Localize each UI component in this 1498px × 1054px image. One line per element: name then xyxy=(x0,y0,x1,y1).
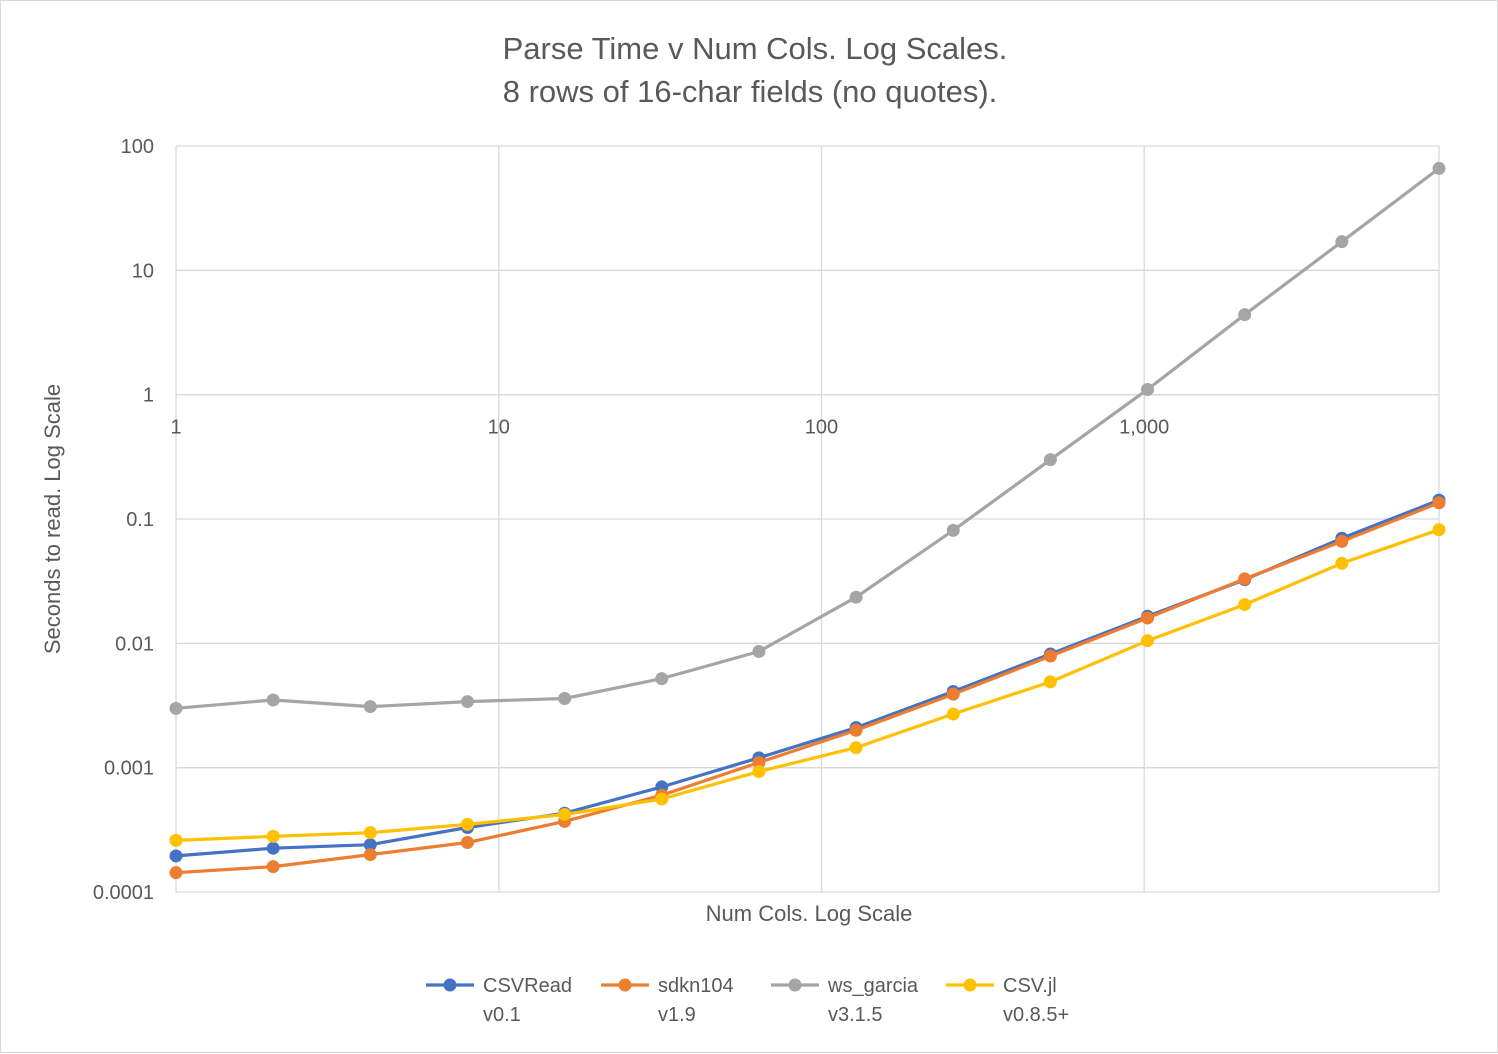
series-line xyxy=(175,498,1440,858)
y-axis-tick-labels: 100 10 1 0.1 0.01 0.001 0.0001 xyxy=(93,136,154,904)
legend-item: sdkn104 v1.9 xyxy=(601,975,734,1026)
x-tick-label: 100 xyxy=(805,417,838,439)
gridlines xyxy=(175,145,1440,893)
data-point xyxy=(363,838,377,852)
data-point xyxy=(849,590,863,604)
data-point xyxy=(752,756,766,770)
legend-series-version: v3.1.5 xyxy=(828,1004,882,1026)
x-tick-label: 1 xyxy=(170,417,181,439)
data-point xyxy=(266,841,280,855)
data-point xyxy=(1335,235,1349,249)
series-line xyxy=(175,501,1440,875)
x-tick-label: 10 xyxy=(488,417,510,439)
x-tick-label: 1,000 xyxy=(1119,417,1169,439)
data-point xyxy=(266,829,280,843)
data-point xyxy=(363,700,377,714)
y-tick-label: 0.001 xyxy=(104,758,154,780)
y-tick-label: 0.1 xyxy=(126,509,154,531)
series-line xyxy=(175,528,1440,842)
series-line xyxy=(175,167,1440,710)
data-point xyxy=(946,687,960,701)
data-point xyxy=(1141,634,1155,648)
data-point xyxy=(1432,496,1446,510)
data-point xyxy=(266,693,280,707)
legend-series-version: v0.8.5+ xyxy=(1003,1004,1069,1026)
data-point xyxy=(460,817,474,831)
series-sdkn104 xyxy=(169,496,1446,880)
data-point xyxy=(558,691,572,705)
x-axis-tick-labels: 1 10 100 1,000 xyxy=(170,417,1169,439)
chart-title-line-1: Parse Time v Num Cols. Log Scales. xyxy=(503,31,1008,66)
data-point xyxy=(1238,308,1252,322)
series-csv-jl xyxy=(169,523,1446,847)
data-point xyxy=(169,849,183,863)
legend-marker-swatch xyxy=(618,978,632,992)
y-tick-label: 0.01 xyxy=(115,633,154,655)
data-point xyxy=(1335,556,1349,570)
legend-item: CSV.jl v0.8.5+ xyxy=(946,975,1069,1026)
y-tick-label: 0.0001 xyxy=(93,882,154,904)
data-point xyxy=(266,860,280,874)
legend-item: CSVRead v0.1 xyxy=(426,975,572,1026)
data-point xyxy=(1335,534,1349,548)
data-point xyxy=(1432,523,1446,537)
y-tick-label: 10 xyxy=(132,260,154,282)
legend-marker-swatch xyxy=(963,978,977,992)
legend-marker-swatch xyxy=(443,978,457,992)
data-point xyxy=(460,695,474,709)
y-tick-label: 1 xyxy=(143,385,154,407)
data-point xyxy=(558,808,572,822)
legend: CSVRead v0.1 sdkn104 v1.9 ws_garcia v3.1.5 CSV… xyxy=(426,975,1069,1026)
data-point xyxy=(655,792,669,806)
x-axis-title: Num Cols. Log Scale xyxy=(706,901,913,926)
data-point xyxy=(946,523,960,537)
y-tick-label: 100 xyxy=(121,136,154,158)
legend-series-name: CSVRead xyxy=(483,975,572,997)
data-point xyxy=(752,644,766,658)
data-point xyxy=(1238,572,1252,586)
data-point xyxy=(363,848,377,862)
data-point xyxy=(1141,611,1155,625)
legend-series-version: v0.1 xyxy=(483,1004,521,1026)
legend-item: ws_garcia v3.1.5 xyxy=(771,975,919,1026)
data-point xyxy=(1141,383,1155,397)
legend-series-version: v1.9 xyxy=(658,1004,696,1026)
data-point xyxy=(655,672,669,686)
data-point xyxy=(169,833,183,847)
data-point xyxy=(1043,453,1057,467)
data-point xyxy=(169,701,183,715)
series-lines xyxy=(169,161,1446,880)
y-axis-title: Seconds to read. Log Scale xyxy=(40,384,65,654)
data-point xyxy=(169,866,183,880)
data-point xyxy=(849,723,863,737)
series-ws-garcia xyxy=(169,161,1446,715)
data-point xyxy=(1238,598,1252,612)
legend-series-name: sdkn104 xyxy=(658,975,734,997)
data-point xyxy=(363,826,377,840)
data-point xyxy=(1432,161,1446,175)
chart-title-line-2: 8 rows of 16-char fields (no quotes). xyxy=(503,74,998,109)
data-point xyxy=(946,707,960,721)
data-point xyxy=(752,765,766,779)
legend-marker-swatch xyxy=(788,978,802,992)
data-point xyxy=(1043,649,1057,663)
legend-series-name: CSV.jl xyxy=(1003,975,1057,997)
series-csvread xyxy=(169,493,1446,863)
data-point xyxy=(849,741,863,755)
data-point xyxy=(460,836,474,850)
legend-series-name: ws_garcia xyxy=(827,975,919,997)
data-point xyxy=(1043,675,1057,689)
